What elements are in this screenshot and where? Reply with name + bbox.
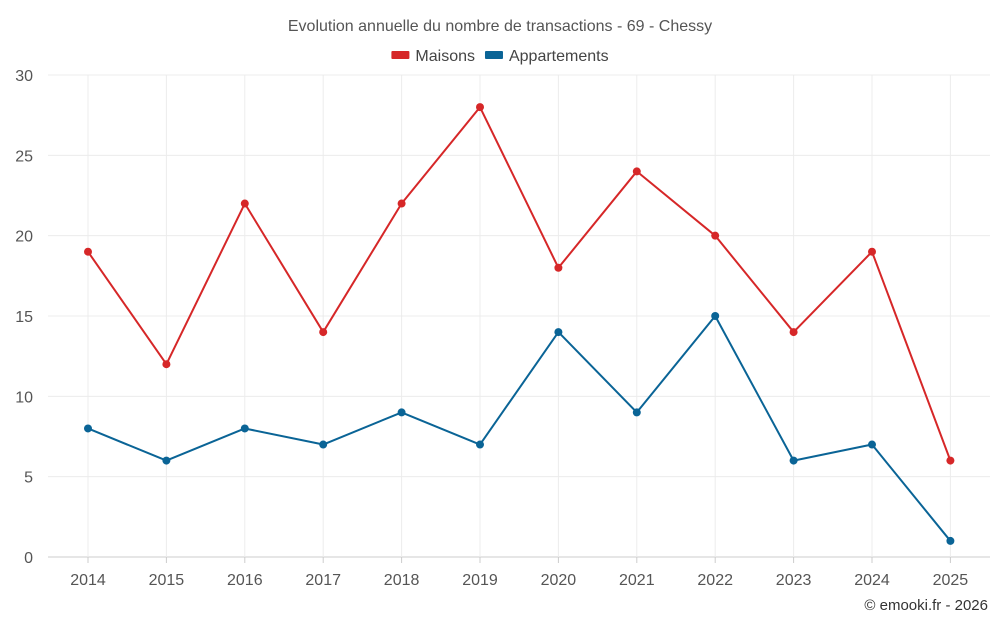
x-tick-label: 2020: [541, 572, 577, 589]
data-point[interactable]: [476, 103, 484, 112]
gridlines: [48, 74, 990, 558]
x-axis: 2014 2015 2016 2017 2018 2019 2020 2021 2022 2023…: [70, 557, 968, 589]
series-maisons: [84, 103, 955, 465]
legend-item-appartements[interactable]: Appartements: [484, 48, 609, 65]
plot-area: [84, 103, 955, 545]
legend-label: Maisons: [415, 48, 475, 65]
data-point[interactable]: [240, 199, 249, 208]
y-tick-label: 30: [15, 68, 33, 85]
x-tick-label: 2023: [776, 572, 812, 589]
data-point[interactable]: [476, 440, 484, 449]
x-tick-label: 2021: [619, 572, 655, 589]
chart-title: Evolution annuelle du nombre de transact…: [288, 18, 712, 35]
data-point[interactable]: [789, 456, 798, 465]
data-point[interactable]: [554, 328, 563, 337]
x-tick-label: 2019: [462, 572, 498, 589]
data-point[interactable]: [162, 456, 171, 465]
x-tick-label: 2025: [933, 572, 969, 589]
x-tick-label: 2022: [697, 572, 733, 589]
data-point[interactable]: [946, 456, 955, 465]
x-tick-label: 2016: [227, 572, 263, 589]
data-point[interactable]: [789, 328, 798, 337]
data-point[interactable]: [554, 263, 563, 272]
y-tick-label: 25: [15, 148, 33, 165]
series-line: [87, 315, 952, 542]
legend[interactable]: Maisons Appartements: [391, 48, 609, 65]
data-point[interactable]: [632, 408, 641, 417]
y-tick-label: 0: [24, 550, 33, 567]
legend-label: Appartements: [509, 48, 609, 65]
x-tick-label: 2015: [149, 572, 185, 589]
credit-text: © emooki.fr - 2026: [864, 597, 988, 614]
data-point[interactable]: [632, 167, 641, 176]
x-tick-label: 2014: [70, 572, 106, 589]
x-tick-label: 2018: [384, 572, 420, 589]
data-point[interactable]: [319, 440, 328, 449]
x-tick-label: 2024: [854, 572, 890, 589]
data-point[interactable]: [397, 199, 406, 208]
data-point[interactable]: [868, 440, 876, 449]
legend-swatch: [484, 51, 503, 59]
data-point[interactable]: [240, 424, 249, 433]
data-point[interactable]: [84, 247, 92, 256]
series-appartements: [84, 312, 955, 545]
y-tick-label: 10: [15, 389, 33, 406]
data-point[interactable]: [946, 536, 955, 545]
data-point[interactable]: [162, 360, 171, 369]
y-tick-label: 15: [15, 309, 33, 326]
data-point[interactable]: [711, 231, 720, 240]
x-tick-label: 2017: [305, 572, 341, 589]
data-point[interactable]: [868, 247, 876, 256]
data-point[interactable]: [397, 408, 406, 417]
data-point[interactable]: [319, 328, 328, 337]
legend-item-maisons[interactable]: Maisons: [391, 48, 475, 65]
data-point[interactable]: [84, 424, 92, 433]
legend-swatch: [391, 51, 410, 59]
y-tick-label: 5: [24, 470, 33, 487]
y-tick-label: 20: [15, 229, 33, 246]
data-point[interactable]: [711, 312, 720, 320]
y-axis: 0 5 10 15 20 25 30: [15, 68, 33, 567]
series-line: [87, 106, 952, 461]
